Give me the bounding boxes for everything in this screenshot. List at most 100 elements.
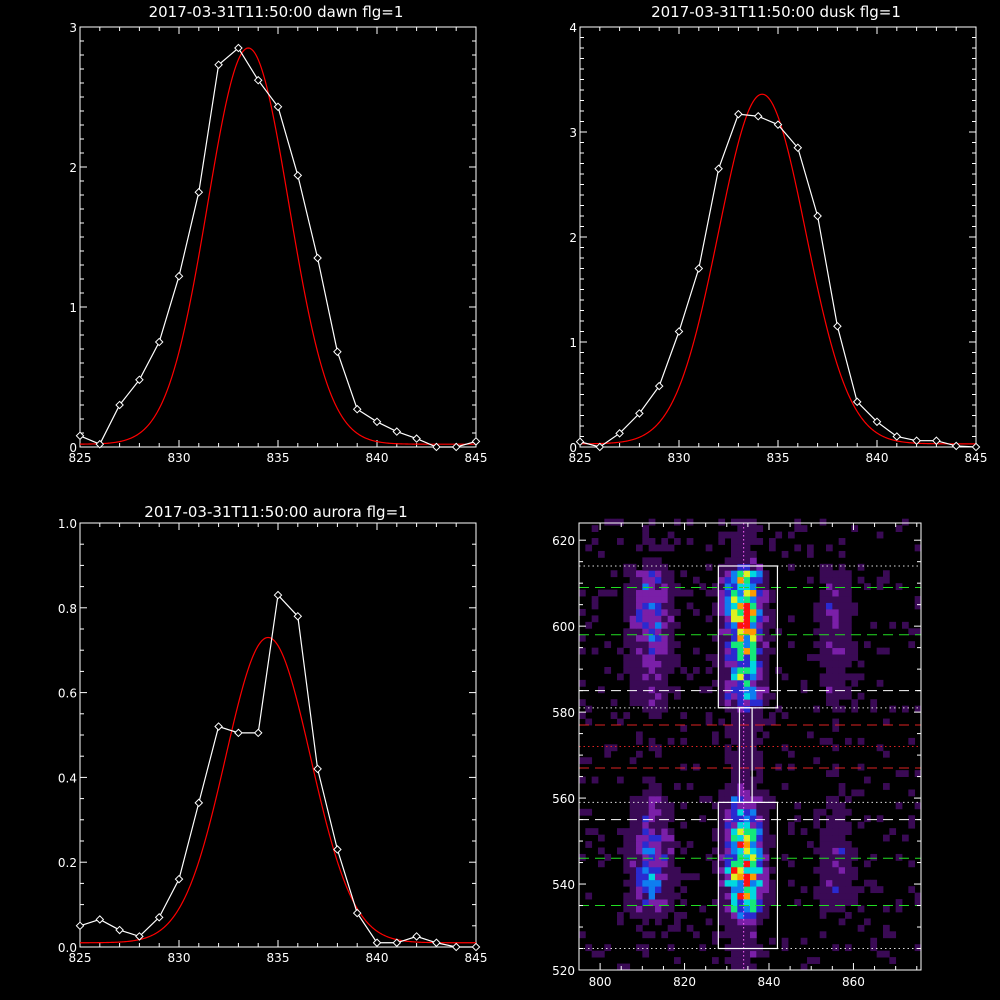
heatmap-cell (667, 666, 675, 674)
heatmap-cell (743, 834, 751, 842)
heatmap-cell (642, 589, 650, 597)
heatmap-cell (743, 879, 751, 887)
heatmap-cell (838, 886, 846, 894)
heatmap-cell (724, 911, 732, 919)
heatmap-cell (737, 615, 745, 623)
heatmap-cell (724, 608, 732, 616)
heatmap-cell (769, 795, 776, 803)
panel-dusk-data-point (951, 441, 961, 451)
heatmap-cell (655, 783, 662, 790)
heatmap-cell (623, 905, 631, 913)
heatmap-cell (762, 634, 770, 642)
heatmap-cell (674, 911, 681, 919)
heatmap-cell (718, 596, 726, 603)
heatmap-cell (667, 847, 675, 855)
heatmap-cell (769, 718, 776, 726)
heatmap-cell (819, 879, 827, 887)
heatmap-cell (655, 654, 662, 661)
heatmap-cell (642, 654, 650, 661)
heatmap-cell (750, 886, 757, 894)
heatmap-cell (826, 692, 833, 700)
heatmap-cell (845, 795, 852, 803)
heatmap-cell (724, 660, 732, 668)
panel-dusk-ytick-label: 1 (569, 336, 577, 350)
heatmap-cell (750, 937, 757, 945)
heatmap-cell (648, 583, 656, 591)
heatmap-cell (845, 879, 852, 887)
heatmap-ytick-label: 600 (552, 620, 575, 634)
heatmap-cell (636, 660, 643, 668)
heatmap-cell (794, 544, 802, 552)
heatmap-cell (724, 679, 732, 687)
heatmap-cell (826, 905, 833, 913)
heatmap-cell (667, 570, 675, 578)
heatmap-cell (636, 834, 643, 842)
heatmap-cell (743, 828, 751, 836)
heatmap-cell (731, 654, 738, 661)
heatmap-cell (750, 892, 757, 900)
heatmap-cell (655, 583, 662, 591)
heatmap-cell (731, 770, 738, 777)
heatmap-cell (845, 899, 852, 906)
heatmap-cell (724, 795, 732, 803)
panel-dusk-xtick-label: 835 (767, 451, 790, 465)
heatmap-cell (731, 841, 738, 848)
heatmap-cell (636, 737, 643, 745)
heatmap-cell (667, 583, 675, 591)
heatmap-cell (800, 525, 808, 532)
heatmap-cell (857, 576, 865, 584)
panel-aurora-ticks (79, 522, 477, 948)
heatmap-cell (674, 918, 681, 926)
heatmap-cell (826, 628, 833, 636)
heatmap-cell (737, 911, 745, 919)
heatmap-cell (629, 692, 637, 700)
heatmap-cell (819, 886, 827, 894)
heatmap-cell (864, 776, 871, 784)
heatmap-cell (667, 544, 675, 552)
heatmap-cell (724, 847, 732, 855)
heatmap-cell (813, 815, 821, 823)
heatmap-cell (629, 828, 637, 836)
heatmap-cell (908, 860, 916, 868)
heatmap-cell (750, 808, 757, 816)
heatmap-cell (845, 634, 852, 642)
heatmap-cell (832, 866, 840, 874)
heatmap-cell (724, 576, 732, 584)
heatmap-cell (718, 692, 726, 700)
heatmap-cell (655, 750, 662, 758)
heatmap-cell (883, 783, 890, 790)
heatmap-cell (743, 957, 751, 964)
heatmap-cell (750, 596, 757, 603)
heatmap-cell (623, 602, 631, 610)
heatmap-cell (585, 757, 593, 765)
heatmap-cell (870, 944, 878, 952)
heatmap-cell (743, 557, 751, 565)
heatmap-cell (674, 924, 681, 932)
heatmap-cell (762, 654, 770, 661)
heatmap-cell (756, 725, 764, 732)
heatmap-cell (731, 686, 738, 694)
heatmap-cell (737, 821, 745, 829)
heatmap-cell (737, 570, 745, 578)
panel-dusk-data-point (892, 432, 902, 441)
heatmap-cell (762, 608, 770, 616)
heatmap-cell (724, 647, 732, 655)
heatmap-cell (750, 699, 757, 707)
heatmap-ytick-label: 580 (552, 706, 575, 720)
heatmap-cell (648, 673, 656, 681)
heatmap-cell (680, 712, 688, 719)
heatmap-cell (813, 847, 821, 855)
heatmap-cell (731, 608, 738, 616)
heatmap-cell (648, 621, 656, 629)
heatmap-cell (737, 544, 745, 552)
heatmap-cell (743, 866, 751, 874)
heatmap-cell (655, 815, 662, 823)
heatmap-cell (661, 563, 669, 571)
heatmap-cell (870, 853, 878, 861)
heatmap-cell (699, 944, 707, 952)
heatmap-cell (604, 518, 612, 526)
heatmap-cell (629, 583, 637, 591)
heatmap-cell (661, 841, 669, 848)
heatmap-cell (636, 911, 643, 919)
heatmap-cell (819, 905, 827, 913)
